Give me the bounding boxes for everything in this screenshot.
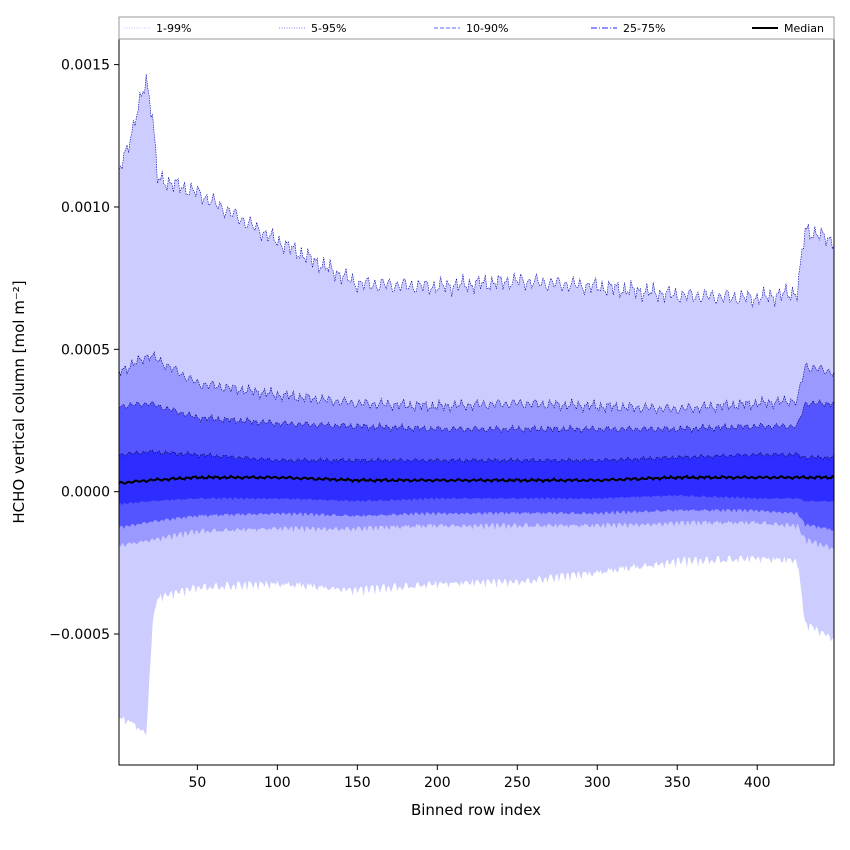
band-upper-edge-1-99pct [119, 74, 834, 308]
band-upper-edge-10-90pct [119, 399, 834, 434]
y-axis-title: HCHO vertical column [mol m⁻²] [10, 280, 28, 523]
median-layer [119, 474, 834, 485]
x-tick-label: 100 [264, 775, 291, 791]
legend: 1-99% 5-95% 10-90% 25-75% Median [118, 16, 835, 40]
band-upper-edge-5-95pct [119, 351, 834, 415]
legend-label: 10-90% [466, 22, 508, 35]
y-tick-label: 0.0000 [61, 485, 110, 501]
x-tick-label: 150 [344, 775, 371, 791]
band-upper-edge-25-75pct [119, 449, 834, 464]
bands-layer [119, 74, 834, 736]
y-axis: −0.0005 0.0000 0.0005 0.0010 0.0015 [49, 58, 119, 643]
y-tick-label: 0.0010 [61, 200, 110, 216]
y-tick-label: 0.0005 [61, 342, 110, 358]
x-tick-label: 200 [424, 775, 451, 791]
legend-label: Median [784, 22, 824, 35]
x-tick-label: 350 [664, 775, 691, 791]
band-25-75pct [119, 450, 834, 506]
median-line [119, 474, 834, 485]
legend-label: 5-95% [311, 22, 346, 35]
legend-label: 25-75% [623, 22, 665, 35]
x-axis-title: Binned row index [411, 801, 541, 819]
legend-label: 1-99% [156, 22, 191, 35]
x-tick-label: 400 [744, 775, 771, 791]
legend-frame [118, 16, 835, 40]
x-tick-label: 250 [504, 775, 531, 791]
y-tick-label: −0.0005 [49, 627, 110, 643]
x-tick-label: 50 [188, 775, 206, 791]
x-tick-label: 300 [584, 775, 611, 791]
x-axis: 50 100 150 200 250 300 350 400 [188, 765, 771, 791]
y-tick-label: 0.0015 [61, 58, 110, 74]
